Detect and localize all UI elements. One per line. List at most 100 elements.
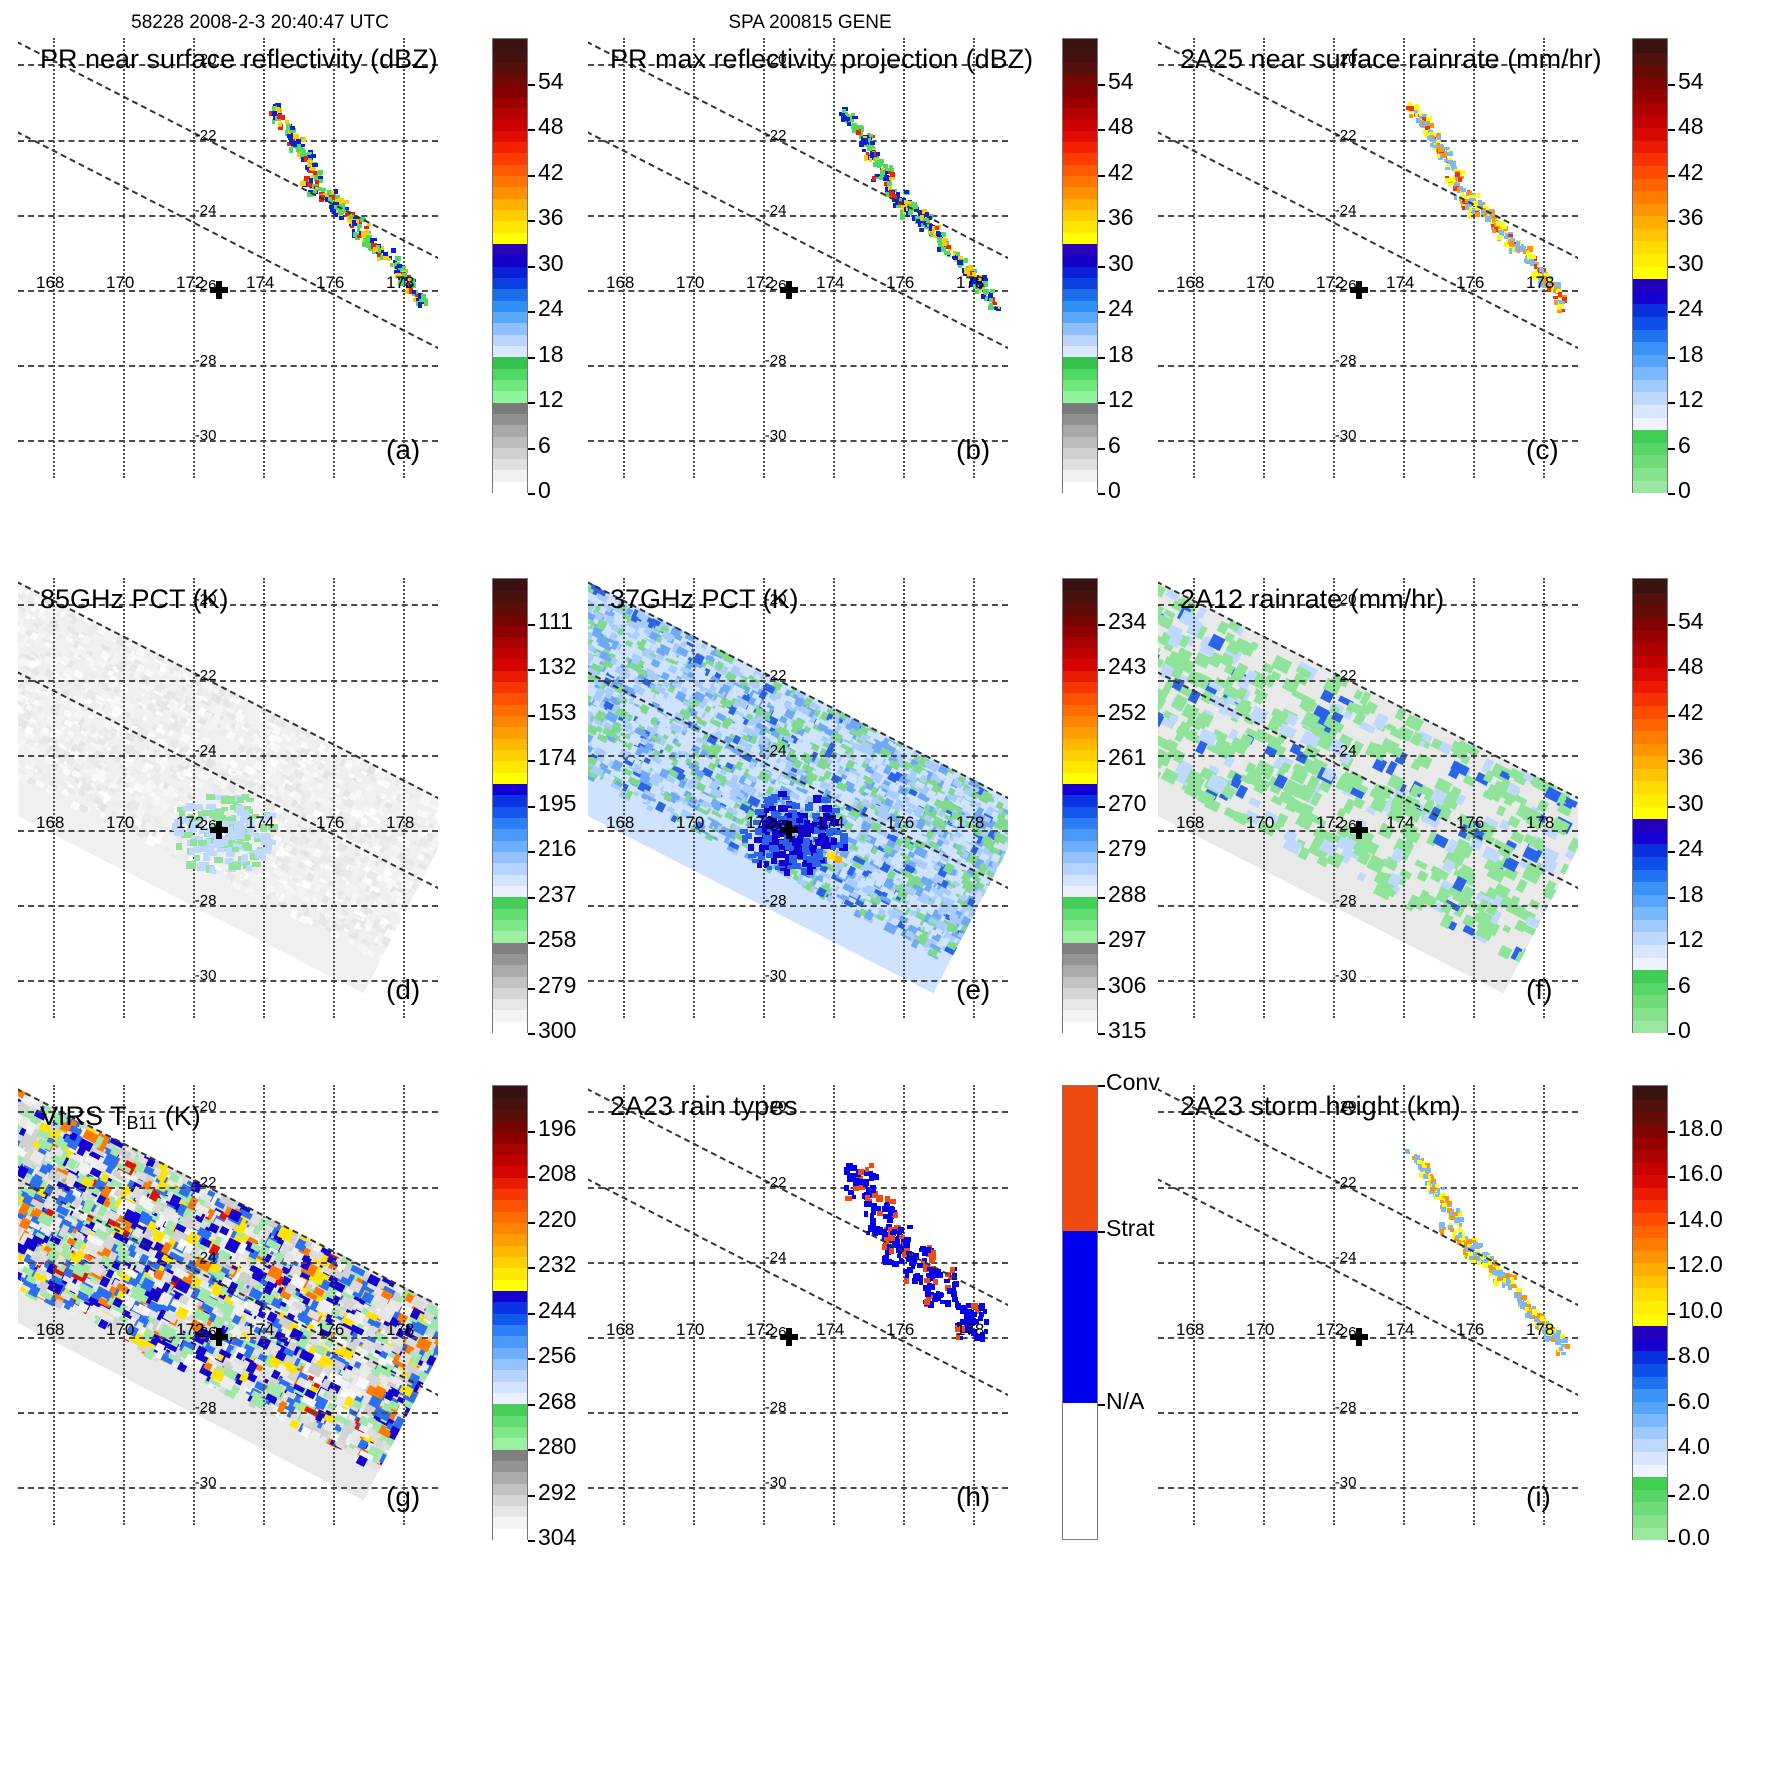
gridline-lon-174 [263, 578, 265, 1018]
colorbar-segment [1063, 469, 1097, 482]
echo-pixel [1499, 229, 1504, 236]
echo-pixel [271, 110, 277, 116]
echo-pixel [1485, 218, 1491, 222]
echo-pixel [372, 247, 379, 252]
echo-pixel [394, 262, 400, 267]
echo-pixel [288, 129, 295, 134]
map-area-d[interactable]: 168 170 172 174 176 178 -20 -22 -24 -26 -28 -30 [18, 578, 438, 1018]
echo-pixel [858, 131, 864, 136]
colorbar-c[interactable]: 54 48 42 36 30 24 18 12 6 0 [1632, 38, 1704, 503]
echo-pixel [275, 104, 280, 110]
echo-pixel [901, 197, 906, 204]
lon-tick-178: 178 [956, 273, 985, 293]
colorbar-segment [1633, 479, 1667, 494]
eyewall-pixel [214, 809, 224, 817]
echo-pixel [376, 250, 380, 255]
colorbar-segment [493, 344, 527, 358]
echo-pixel [1538, 273, 1543, 279]
colorbar-tickmark [1668, 129, 1675, 131]
echo-pixel [1437, 143, 1443, 148]
eyewall-pixel [245, 821, 255, 828]
echo-pixel [920, 228, 924, 232]
echo-pixel [896, 197, 902, 201]
colorbar-tick-label: 42 [1108, 158, 1134, 185]
gridline-lon-168 [1193, 38, 1195, 478]
colorbar-b[interactable]: 54 48 42 36 30 24 18 12 6 0 [1062, 38, 1134, 503]
eyewall-pixel [241, 810, 249, 818]
gridline-lon-174 [833, 38, 835, 478]
echo-pixel [395, 266, 399, 270]
colorbar-segment [1063, 446, 1097, 460]
echo-pixel [972, 283, 976, 289]
echo-pixel [889, 168, 895, 173]
echo-pixel [994, 307, 999, 311]
map-area-c[interactable]: 168 170 172 174 176 178 -20 -22 -24 -26 -28 -30 [1158, 38, 1578, 478]
echo-pixel [913, 206, 920, 212]
colorbar-d[interactable]: 111 132 153 174 195 216 237 258 279 300 [492, 578, 576, 1043]
colorbar-tickmark [528, 942, 535, 944]
echo-pixel [391, 247, 397, 254]
eyewall-pixel [228, 796, 238, 805]
colorbar-tickmark [1098, 174, 1105, 177]
map-area-a[interactable]: 168 170 172 174 176 178 -20 -22 -24 -26 -28 -30 [18, 38, 438, 478]
colorbar-segment [493, 163, 527, 177]
echo-pixel [884, 164, 889, 169]
colorbar-segment [493, 680, 527, 694]
colorbar-tickmark [528, 896, 535, 899]
map-area-e[interactable]: 168 170 172 174 176 178 -20 -22 -24 -26 -28 -30 [588, 578, 1008, 1018]
lon-tick-172: 172 [1316, 273, 1345, 293]
echo-pixel [1509, 247, 1513, 254]
colorbar-tickmark [528, 987, 535, 990]
echo-pixel [293, 134, 299, 140]
echo-pixel [937, 246, 942, 252]
lon-tick-172: 172 [176, 273, 205, 293]
gridline-lon-176 [333, 578, 335, 1018]
eyewall-pixel [247, 808, 254, 815]
echo-pixel [1461, 194, 1468, 201]
echo-pixel [309, 167, 316, 172]
echo-pixel [368, 245, 375, 251]
gridline-lat--30 [588, 440, 1008, 443]
echo-pixel [366, 242, 370, 248]
eyewall-pixel [193, 845, 199, 853]
echo-pixel [862, 138, 869, 144]
echo-pixel [918, 210, 923, 214]
colorbar-tickmark [528, 356, 535, 359]
colorbar-segment [493, 412, 527, 426]
colorbar-segment [1063, 106, 1097, 120]
echo-pixel [1438, 147, 1444, 153]
echo-pixel [1523, 248, 1529, 255]
echo-pixel [343, 207, 347, 212]
echo-pixel [333, 213, 339, 217]
eyewall-pixel [242, 805, 251, 812]
echo-pixel [885, 191, 891, 198]
colorbar-segment [1063, 186, 1097, 199]
echo-pixel [934, 225, 939, 230]
eyewall-pixel [233, 843, 242, 849]
echo-pixel [1531, 262, 1535, 266]
lon-tick-170: 170 [106, 813, 135, 833]
eyewall-pixel [201, 814, 207, 821]
echo-pixel [307, 191, 313, 197]
echo-pixel [1449, 151, 1454, 156]
colorbar-segment [1063, 118, 1097, 131]
colorbar-a[interactable]: 54 48 42 36 30 24 18 12 6 0 [492, 38, 564, 503]
colorbar-tick-label: 30 [1678, 249, 1704, 276]
colorbar-segment [493, 50, 527, 63]
panel-title-b: PR max reflectivity projection (dBZ) [610, 44, 1034, 74]
colorbar-segment [493, 635, 527, 649]
lat-tick--30: -30 [1334, 427, 1357, 445]
cyclone-center-marker [780, 280, 799, 299]
echo-pixel [305, 164, 309, 171]
eyewall-pixel [229, 804, 236, 810]
echo-pixel [1506, 243, 1511, 248]
eyewall-pixel [226, 849, 235, 857]
echo-pixel [378, 246, 384, 251]
echo-pixel [896, 204, 902, 208]
eyewall-pixel [196, 863, 206, 871]
echo-pixel [971, 275, 978, 280]
colorbar-segment [493, 118, 527, 131]
echo-pixel [1555, 282, 1561, 288]
eyewall-pixel [194, 855, 201, 861]
map-area-b[interactable]: 168 170 172 174 176 178 -20 -22 -24 -26 -28 -30 [588, 38, 1008, 478]
